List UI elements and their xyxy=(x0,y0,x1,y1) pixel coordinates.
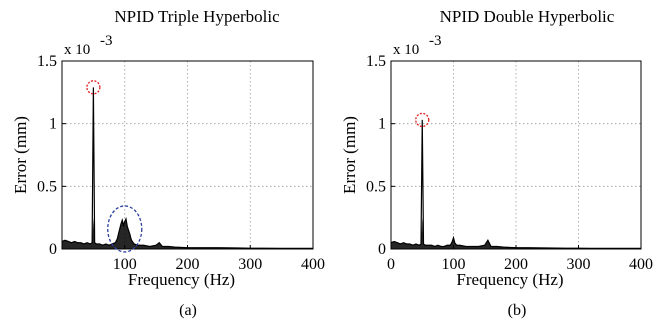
chart-title: NPID Triple Hyperbolic xyxy=(114,7,280,26)
x-tick-label: 300 xyxy=(238,256,262,273)
y-tick-label: 1 xyxy=(378,116,386,133)
y-tick-label: 0.5 xyxy=(366,178,386,195)
peak-highlight-circle xyxy=(86,80,101,95)
y-tick-label: 0 xyxy=(378,241,386,258)
y-tick-label: 1 xyxy=(49,116,57,133)
peak-highlight-circle xyxy=(415,112,430,128)
series-area xyxy=(62,217,313,249)
chart-title: NPID Double Hyperbolic xyxy=(440,7,615,26)
y-multiplier: x 10 xyxy=(64,42,90,58)
x-axis-label: Frequency (Hz) xyxy=(128,270,235,289)
chart-panel-b: NPID Double Hyperbolic 0 0.5 1 1.5 0 100 200 300… xyxy=(340,7,653,319)
x-axis-label: Frequency (Hz) xyxy=(456,270,563,289)
x-tick-label: 400 xyxy=(629,256,653,273)
x-tick-label: 0 xyxy=(387,256,395,273)
harmonic-highlight-ellipse xyxy=(107,205,143,253)
y-axis-label: Error (mm) xyxy=(340,116,359,194)
y-tick-label: 0.5 xyxy=(37,178,57,195)
y-multiplier: x 10 xyxy=(393,42,419,58)
y-axis-label: Error (mm) xyxy=(11,116,30,194)
series-line xyxy=(61,87,313,249)
y-tick-label: 1.5 xyxy=(366,53,386,70)
x-tick-label: 200 xyxy=(504,256,528,273)
panel-caption: (b) xyxy=(508,302,527,319)
y-exponent: -3 xyxy=(429,33,442,49)
x-tick-label: 100 xyxy=(442,256,466,273)
x-tick-label: 400 xyxy=(301,256,325,273)
y-exponent: -3 xyxy=(100,33,113,49)
y-tick-label: 0 xyxy=(49,241,57,258)
panel-caption: (a) xyxy=(179,302,197,319)
x-tick-label: 300 xyxy=(567,256,591,273)
x-tick-label: 100 xyxy=(113,256,137,273)
series-area xyxy=(391,217,641,249)
chart-panel-a: NPID Triple Hyperbolic 0 0.5 1 1.5 100 200 300 4… xyxy=(11,7,325,319)
x-tick-label: 200 xyxy=(176,256,200,273)
y-tick-label: 1.5 xyxy=(37,53,57,70)
